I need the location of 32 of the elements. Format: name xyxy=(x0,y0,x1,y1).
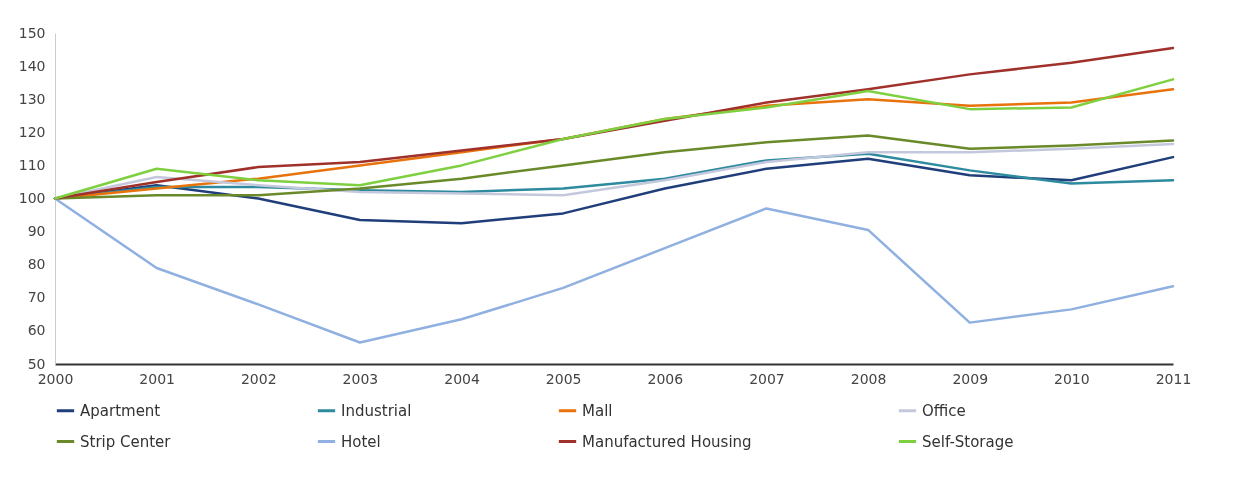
y-tick-label: 70 xyxy=(27,289,46,306)
y-tick-label: 90 xyxy=(27,223,46,240)
x-tick-label: 2008 xyxy=(850,370,887,387)
y-tick-label: 140 xyxy=(18,57,46,74)
x-tick-label: 2011 xyxy=(1155,370,1192,387)
y-tick-label: 120 xyxy=(18,123,46,140)
x-tick-label: 2000 xyxy=(37,370,74,387)
legend-label: Industrial xyxy=(341,401,412,420)
x-tick-label: 2001 xyxy=(139,370,175,387)
y-tick-label: 110 xyxy=(18,156,46,173)
x-tick-label: 2003 xyxy=(342,370,379,387)
legend-label: Strip Center xyxy=(80,432,172,451)
x-tick-label: 2004 xyxy=(444,370,480,387)
x-tick-label: 2007 xyxy=(749,370,785,387)
y-tick-label: 130 xyxy=(18,90,46,107)
y-tick-label: 60 xyxy=(27,322,46,339)
x-tick-label: 2002 xyxy=(240,370,277,387)
legend-label: Hotel xyxy=(341,432,381,451)
y-tick-label: 100 xyxy=(18,190,46,206)
x-tick-label: 2006 xyxy=(647,370,684,387)
y-tick-label: 50 xyxy=(27,355,46,372)
legend-label: Apartment xyxy=(80,401,161,420)
legend-label: Office xyxy=(922,401,966,420)
legend-label: Mall xyxy=(582,401,613,420)
x-tick-label: 2010 xyxy=(1054,370,1090,387)
x-tick-label: 2005 xyxy=(545,370,582,387)
y-tick-label: 150 xyxy=(18,24,46,41)
legend-label: Manufactured Housing xyxy=(582,432,752,451)
line-series xyxy=(53,197,1175,344)
x-tick-label: 2009 xyxy=(952,370,989,387)
y-tick-label: 80 xyxy=(27,256,46,273)
legend-label: Self-Storage xyxy=(922,432,1014,451)
